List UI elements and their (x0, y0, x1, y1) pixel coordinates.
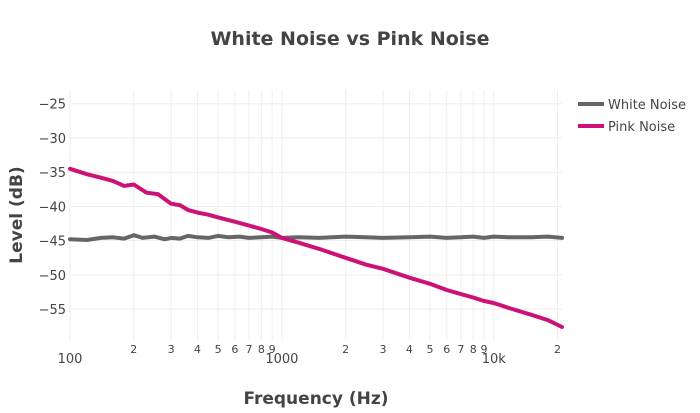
chart-title: White Noise vs Pink Noise (210, 28, 489, 50)
y-tick-label: −50 (39, 269, 66, 284)
legend-label-white-noise: White Noise (608, 98, 686, 113)
y-tick-label: −55 (39, 303, 66, 318)
y-tick-label: −35 (39, 166, 66, 181)
y-tick-label: −25 (39, 98, 66, 113)
x-tick-minor-label: 4 (406, 343, 413, 356)
x-tick-minor-label: 9 (269, 343, 276, 356)
x-tick-label: 1000 (265, 352, 298, 367)
y-axis-title: Level (dB) (7, 166, 27, 263)
x-tick-label: 100 (58, 352, 83, 367)
x-tick-minor-label: 7 (246, 343, 253, 356)
x-tick-minor-label: 5 (215, 343, 222, 356)
x-tick-minor-label: 2 (130, 343, 137, 356)
grid (69, 90, 562, 340)
x-tick-minor-label: 6 (231, 343, 238, 356)
y-tick-label: −45 (39, 235, 66, 250)
legend: White Noise Pink Noise (578, 98, 686, 135)
x-tick-minor-label: 6 (443, 343, 450, 356)
series-line-pink-noise (68, 166, 564, 329)
y-axis-ticks: −25 −30 −35 −40 −45 −50 −55 (39, 98, 66, 318)
x-tick-minor-label: 3 (168, 343, 175, 356)
x-tick-minor-label: 5 (426, 343, 433, 356)
y-tick-label: −40 (39, 200, 66, 215)
x-axis-title: Frequency (Hz) (243, 389, 388, 409)
series-line-white-noise (68, 233, 564, 242)
x-tick-minor-label: 9 (481, 343, 488, 356)
x-tick-minor-label: 2 (554, 343, 561, 356)
plot-area (68, 166, 564, 329)
x-tick-minor-label: 8 (258, 343, 265, 356)
x-tick-minor-label: 8 (470, 343, 477, 356)
y-tick-label: −30 (39, 132, 66, 147)
legend-label-pink-noise: Pink Noise (608, 120, 675, 135)
x-tick-minor-label: 2 (342, 343, 349, 356)
x-tick-label: 10k (482, 352, 507, 367)
x-tick-minor-label: 3 (379, 343, 386, 356)
x-tick-minor-label: 4 (194, 343, 201, 356)
x-tick-minor-label: 7 (457, 343, 464, 356)
